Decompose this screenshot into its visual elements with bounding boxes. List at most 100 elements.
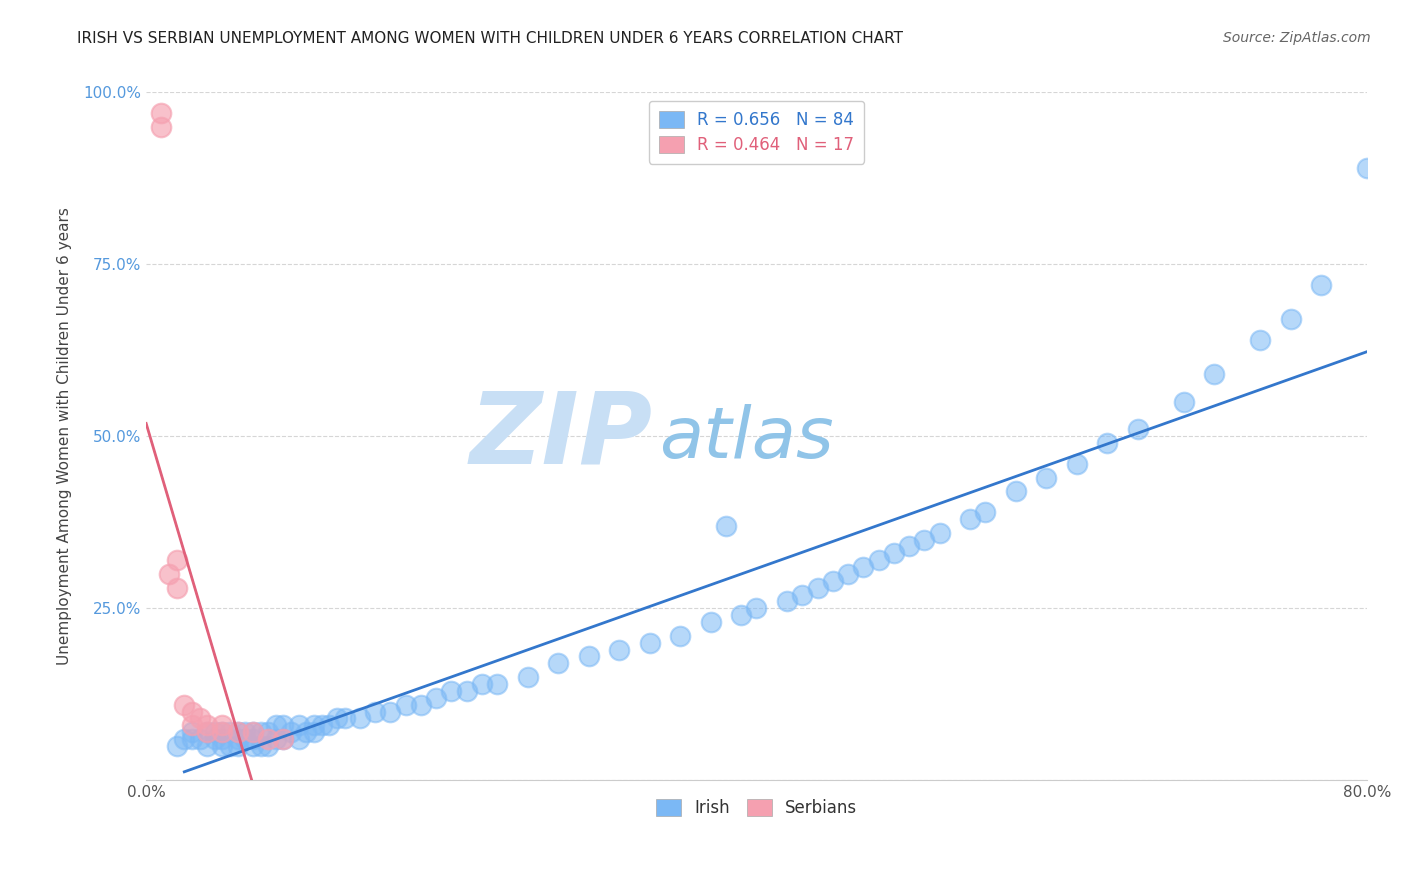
Point bbox=[195, 725, 218, 739]
Point bbox=[173, 732, 195, 747]
Point bbox=[730, 608, 752, 623]
Point bbox=[166, 739, 188, 753]
Point bbox=[1279, 312, 1302, 326]
Point bbox=[280, 725, 302, 739]
Point bbox=[409, 698, 432, 712]
Point bbox=[486, 677, 509, 691]
Y-axis label: Unemployment Among Women with Children Under 6 years: Unemployment Among Women with Children U… bbox=[58, 208, 72, 665]
Point bbox=[1204, 368, 1226, 382]
Point bbox=[745, 601, 768, 615]
Point bbox=[242, 725, 264, 739]
Point bbox=[516, 670, 538, 684]
Point bbox=[150, 120, 173, 134]
Point bbox=[638, 636, 661, 650]
Point bbox=[257, 725, 280, 739]
Point bbox=[898, 540, 921, 554]
Point bbox=[257, 732, 280, 747]
Point bbox=[204, 732, 226, 747]
Point bbox=[806, 581, 828, 595]
Point bbox=[233, 732, 256, 747]
Point bbox=[1249, 333, 1271, 347]
Point bbox=[181, 705, 204, 719]
Point bbox=[318, 718, 340, 732]
Point bbox=[1310, 277, 1333, 292]
Point bbox=[181, 718, 204, 732]
Point bbox=[242, 739, 264, 753]
Point bbox=[150, 106, 173, 120]
Point bbox=[1035, 470, 1057, 484]
Point bbox=[1173, 395, 1195, 409]
Point bbox=[242, 732, 264, 747]
Point bbox=[1097, 436, 1119, 450]
Point bbox=[219, 725, 242, 739]
Point bbox=[181, 725, 204, 739]
Point bbox=[1126, 422, 1149, 436]
Point bbox=[226, 739, 249, 753]
Text: Source: ZipAtlas.com: Source: ZipAtlas.com bbox=[1223, 31, 1371, 45]
Point bbox=[302, 718, 325, 732]
Point bbox=[211, 732, 233, 747]
Point bbox=[264, 732, 287, 747]
Point bbox=[287, 732, 309, 747]
Point bbox=[173, 698, 195, 712]
Point bbox=[928, 525, 950, 540]
Point bbox=[699, 615, 721, 629]
Point bbox=[226, 725, 249, 739]
Point bbox=[1355, 161, 1378, 175]
Point bbox=[257, 739, 280, 753]
Point bbox=[1005, 484, 1028, 499]
Text: atlas: atlas bbox=[659, 404, 834, 473]
Point bbox=[264, 718, 287, 732]
Point bbox=[578, 649, 600, 664]
Point bbox=[714, 518, 737, 533]
Point bbox=[195, 725, 218, 739]
Point bbox=[287, 718, 309, 732]
Point bbox=[547, 657, 569, 671]
Point bbox=[211, 725, 233, 739]
Point bbox=[195, 739, 218, 753]
Point bbox=[219, 739, 242, 753]
Point bbox=[226, 732, 249, 747]
Point bbox=[837, 566, 859, 581]
Point bbox=[1066, 457, 1088, 471]
Point bbox=[233, 725, 256, 739]
Point bbox=[333, 711, 356, 725]
Legend: Irish, Serbians: Irish, Serbians bbox=[650, 792, 863, 823]
Point bbox=[249, 725, 271, 739]
Point bbox=[166, 581, 188, 595]
Point bbox=[349, 711, 371, 725]
Point bbox=[883, 546, 905, 560]
Point bbox=[226, 725, 249, 739]
Point bbox=[249, 739, 271, 753]
Point bbox=[295, 725, 318, 739]
Text: IRISH VS SERBIAN UNEMPLOYMENT AMONG WOMEN WITH CHILDREN UNDER 6 YEARS CORRELATIO: IRISH VS SERBIAN UNEMPLOYMENT AMONG WOME… bbox=[77, 31, 903, 46]
Point bbox=[273, 732, 295, 747]
Point bbox=[974, 505, 997, 519]
Point bbox=[607, 642, 630, 657]
Point bbox=[471, 677, 494, 691]
Point bbox=[364, 705, 387, 719]
Point bbox=[959, 512, 981, 526]
Point bbox=[302, 725, 325, 739]
Point bbox=[188, 732, 211, 747]
Point bbox=[181, 732, 204, 747]
Point bbox=[792, 588, 814, 602]
Point bbox=[440, 684, 463, 698]
Point bbox=[380, 705, 402, 719]
Point bbox=[394, 698, 416, 712]
Point bbox=[669, 629, 692, 643]
Point bbox=[821, 574, 844, 588]
Point bbox=[211, 739, 233, 753]
Point bbox=[311, 718, 333, 732]
Point bbox=[188, 711, 211, 725]
Point bbox=[456, 684, 478, 698]
Point bbox=[195, 718, 218, 732]
Point bbox=[166, 553, 188, 567]
Point bbox=[326, 711, 349, 725]
Point bbox=[425, 690, 447, 705]
Point bbox=[912, 533, 935, 547]
Point bbox=[273, 732, 295, 747]
Point bbox=[211, 718, 233, 732]
Point bbox=[211, 725, 233, 739]
Point bbox=[242, 725, 264, 739]
